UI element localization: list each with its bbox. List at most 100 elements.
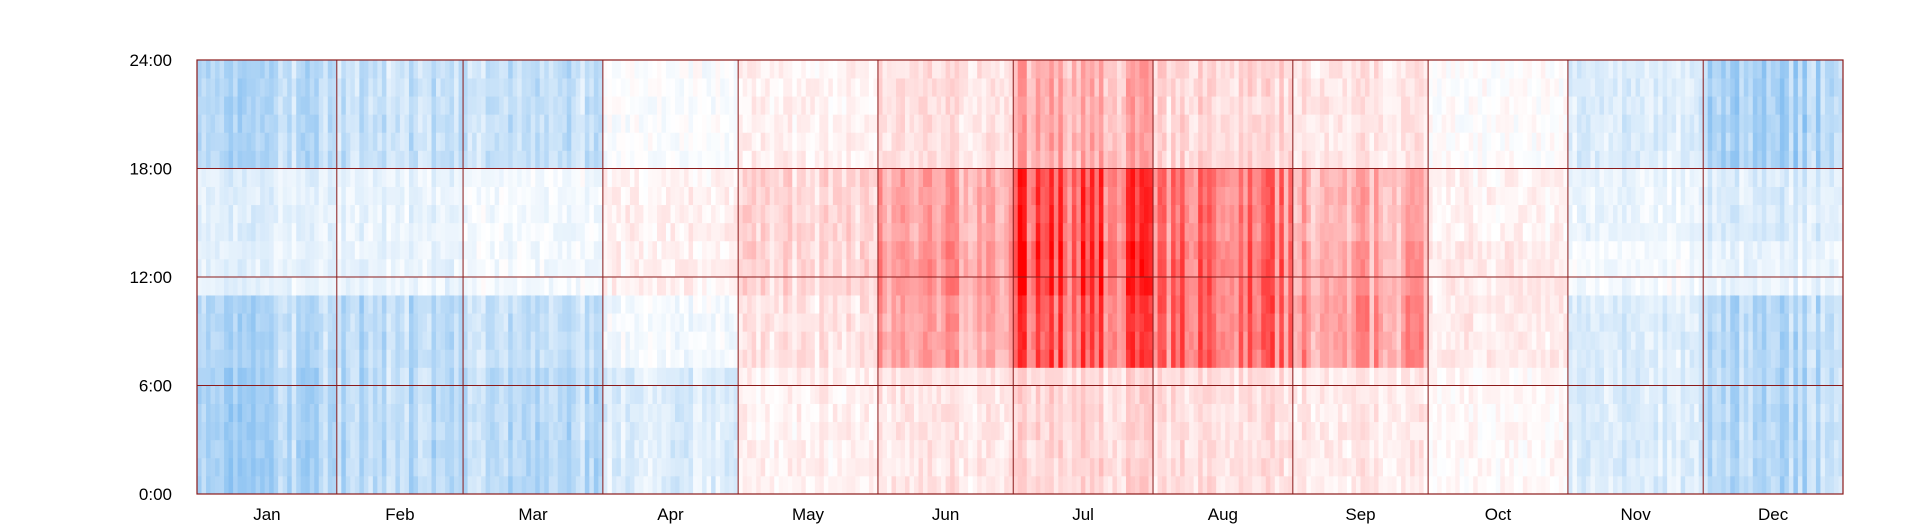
- heatmap-cell: [332, 60, 338, 79]
- heatmap-cell: [512, 457, 518, 477]
- heatmap-cell: [499, 186, 505, 206]
- heatmap-cell: [526, 439, 532, 459]
- heatmap-cell: [336, 331, 342, 350]
- heatmap-cell: [968, 421, 974, 441]
- heatmap-cell: [336, 168, 342, 187]
- heatmap-cell: [282, 385, 288, 404]
- heatmap-cell: [670, 403, 676, 423]
- heatmap-cell: [602, 457, 608, 477]
- heatmap-cell: [210, 295, 216, 314]
- heatmap-cell: [368, 367, 374, 386]
- heatmap-cell: [544, 258, 550, 278]
- heatmap-cell: [296, 475, 302, 495]
- heatmap-cell: [526, 403, 532, 423]
- heatmap-cell: [1085, 204, 1091, 224]
- heatmap-cell: [1035, 240, 1041, 260]
- heatmap-cell: [1044, 277, 1050, 296]
- heatmap-cell: [476, 150, 482, 169]
- heatmap-cell: [1116, 475, 1122, 495]
- heatmap-cell: [711, 222, 716, 242]
- heatmap-cell: [1121, 240, 1127, 260]
- heatmap-cell: [995, 475, 1001, 495]
- heatmap-cell: [1004, 313, 1010, 332]
- heatmap-cell: [386, 277, 392, 296]
- heatmap-cell: [548, 222, 554, 242]
- heatmap-cell: [715, 385, 721, 404]
- heatmap-cell: [1112, 78, 1118, 97]
- heatmap-cell: [877, 385, 883, 404]
- heatmap-cell: [873, 331, 879, 350]
- heatmap-cell: [1112, 475, 1118, 495]
- heatmap-cell: [751, 439, 757, 459]
- heatmap-cell: [255, 439, 261, 459]
- heatmap-cell: [756, 295, 762, 314]
- heatmap-cell: [228, 222, 234, 242]
- heatmap-cell: [1121, 403, 1127, 423]
- heatmap-cell: [503, 60, 509, 79]
- heatmap-cell: [440, 421, 446, 441]
- heatmap-cell: [246, 96, 252, 115]
- heatmap-cell: [923, 258, 928, 278]
- heatmap-cell: [251, 222, 257, 242]
- heatmap-cell: [575, 403, 581, 423]
- heatmap-cell: [386, 313, 392, 332]
- heatmap-cell: [783, 132, 789, 151]
- heatmap-cell: [711, 150, 716, 169]
- heatmap-cell: [810, 439, 816, 459]
- heatmap-cell: [679, 295, 685, 314]
- heatmap-cell: [296, 186, 302, 206]
- heatmap-cell: [431, 421, 437, 441]
- heatmap-cell: [855, 168, 861, 187]
- heatmap-cell: [823, 349, 829, 368]
- heatmap-cell: [1049, 277, 1055, 296]
- heatmap-cell: [472, 475, 477, 495]
- heatmap-cell: [215, 349, 220, 368]
- heatmap-cell: [675, 439, 680, 459]
- heatmap-cell: [354, 258, 360, 278]
- heatmap-cell: [905, 114, 910, 133]
- heatmap-cell: [914, 421, 919, 441]
- heatmap-cell: [377, 313, 383, 332]
- heatmap-cell: [499, 240, 505, 260]
- heatmap-cell: [977, 277, 983, 296]
- heatmap-cell: [643, 313, 649, 332]
- heatmap-cell: [972, 204, 978, 224]
- heatmap-cell: [841, 204, 847, 224]
- heatmap-cell: [652, 240, 658, 260]
- heatmap-cell: [408, 367, 414, 386]
- heatmap-cell: [318, 385, 324, 404]
- heatmap-cell: [950, 78, 956, 97]
- heatmap-cell: [620, 439, 626, 459]
- heatmap-cell: [647, 78, 653, 97]
- heatmap-cell: [963, 78, 969, 97]
- heatmap-cell: [634, 277, 640, 296]
- heatmap-cell: [1040, 60, 1046, 79]
- heatmap-cell: [1125, 186, 1131, 206]
- heatmap-cell: [350, 403, 356, 423]
- heatmap-cell: [720, 277, 726, 296]
- heatmap-cell: [237, 78, 243, 97]
- heatmap-cell: [219, 295, 225, 314]
- heatmap-cell: [381, 186, 387, 206]
- heatmap-cell: [738, 168, 744, 187]
- heatmap-cell: [1004, 222, 1010, 242]
- heatmap-cell: [526, 240, 532, 260]
- heatmap-cell: [900, 457, 906, 477]
- heatmap-cell: [774, 295, 780, 314]
- heatmap-cell: [404, 204, 410, 224]
- heatmap-cell: [341, 114, 347, 133]
- heatmap-cell: [810, 385, 816, 404]
- heatmap-cell: [936, 60, 942, 79]
- heatmap-cell: [900, 132, 906, 151]
- heatmap-cell: [219, 277, 225, 296]
- heatmap-cell: [995, 240, 1001, 260]
- heatmap-cell: [1089, 439, 1095, 459]
- heatmap-cell: [801, 96, 807, 115]
- heatmap-cell: [968, 331, 974, 350]
- heatmap-cell: [900, 367, 906, 386]
- heatmap-cell: [616, 132, 622, 151]
- heatmap-cell: [959, 222, 965, 242]
- heatmap-cell: [1026, 385, 1032, 404]
- heatmap-cell: [436, 186, 441, 206]
- heatmap-cell: [1067, 295, 1073, 314]
